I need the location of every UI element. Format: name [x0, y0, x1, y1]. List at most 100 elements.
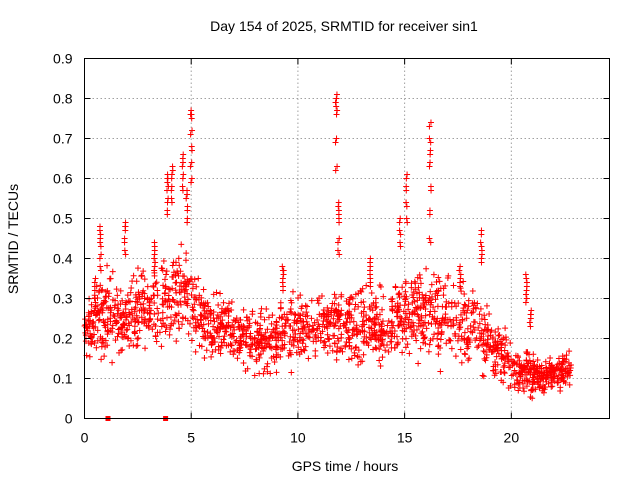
- data-point: [411, 298, 418, 305]
- data-point: [131, 329, 138, 336]
- data-point: [192, 328, 199, 335]
- data-point: [547, 364, 554, 371]
- data-point: [166, 331, 173, 338]
- data-point: [343, 298, 350, 305]
- data-point: [378, 323, 385, 330]
- data-point: [405, 301, 412, 308]
- data-point: [450, 282, 457, 289]
- data-point: [118, 347, 125, 354]
- data-point: [540, 389, 547, 396]
- data-point: [179, 163, 186, 170]
- data-point: [432, 296, 439, 303]
- data-point: [380, 342, 387, 349]
- data-point: [495, 325, 502, 332]
- data-point: [400, 308, 407, 315]
- data-point: [92, 275, 99, 282]
- data-point: [296, 312, 303, 319]
- data-point: [393, 341, 400, 348]
- data-point: [230, 347, 237, 354]
- data-point: [264, 360, 271, 367]
- data-point: [124, 335, 131, 342]
- data-point: [149, 326, 156, 333]
- data-point: [131, 316, 138, 323]
- data-point: [368, 302, 375, 309]
- data-point: [353, 343, 360, 350]
- data-point: [367, 275, 374, 282]
- data-point: [100, 300, 107, 307]
- data-point: [426, 211, 433, 218]
- data-point: [380, 293, 387, 300]
- data-point: [333, 135, 340, 142]
- data-point: [243, 330, 250, 337]
- data-point: [189, 147, 196, 154]
- data-point: [102, 293, 109, 300]
- data-point: [336, 347, 343, 354]
- data-point: [291, 327, 298, 334]
- data-point: [373, 303, 380, 310]
- data-point: [152, 280, 159, 287]
- data-point: [482, 357, 489, 364]
- data-point: [371, 315, 378, 322]
- data-point: [182, 282, 189, 289]
- data-point: [189, 314, 196, 321]
- data-point: [346, 311, 353, 318]
- data-point: [448, 299, 455, 306]
- data-point: [278, 315, 285, 322]
- data-point: [435, 274, 442, 281]
- data-point: [219, 323, 226, 330]
- data-point: [303, 309, 310, 316]
- data-point: [94, 311, 101, 318]
- data-point: [94, 327, 101, 334]
- data-point: [245, 324, 252, 331]
- data-point: [159, 301, 166, 308]
- data-point: [141, 306, 148, 313]
- data-point: [139, 289, 146, 296]
- data-point: [99, 307, 106, 314]
- data-point: [448, 323, 455, 330]
- data-point: [535, 375, 542, 382]
- data-point: [165, 292, 172, 299]
- data-point: [334, 343, 341, 350]
- data-point: [346, 343, 353, 350]
- data-point: [142, 345, 149, 352]
- data-point: [395, 322, 402, 329]
- data-point: [514, 377, 521, 384]
- data-point: [565, 368, 572, 375]
- data-point: [529, 395, 536, 402]
- data-point: [436, 320, 443, 327]
- data-point: [289, 288, 296, 295]
- data-point: [426, 341, 433, 348]
- data-point: [476, 311, 483, 318]
- data-point: [419, 328, 426, 335]
- data-point: [167, 314, 174, 321]
- data-point: [184, 219, 191, 226]
- data-point: [125, 334, 132, 341]
- data-point: [427, 288, 434, 295]
- data-point: [190, 307, 197, 314]
- data-point: [346, 335, 353, 342]
- data-point: [320, 317, 327, 324]
- data-point: [403, 203, 410, 210]
- data-point: [388, 344, 395, 351]
- data-point: [441, 319, 448, 326]
- data-point: [360, 351, 367, 358]
- data-point: [387, 338, 394, 345]
- data-point: [335, 312, 342, 319]
- data-point: [304, 303, 311, 310]
- data-point: [302, 313, 309, 320]
- data-point: [153, 338, 160, 345]
- data-point: [263, 305, 270, 312]
- data-point: [384, 322, 391, 329]
- x-tick-label: 20: [504, 430, 520, 446]
- data-point: [252, 346, 259, 353]
- data-point: [102, 337, 109, 344]
- data-point: [302, 302, 309, 309]
- data-point: [217, 320, 224, 327]
- data-point: [346, 301, 353, 308]
- data-point: [338, 291, 345, 298]
- data-point: [203, 347, 210, 354]
- data-point: [404, 341, 411, 348]
- data-point: [478, 333, 485, 340]
- data-point: [524, 378, 531, 385]
- data-point: [318, 293, 325, 300]
